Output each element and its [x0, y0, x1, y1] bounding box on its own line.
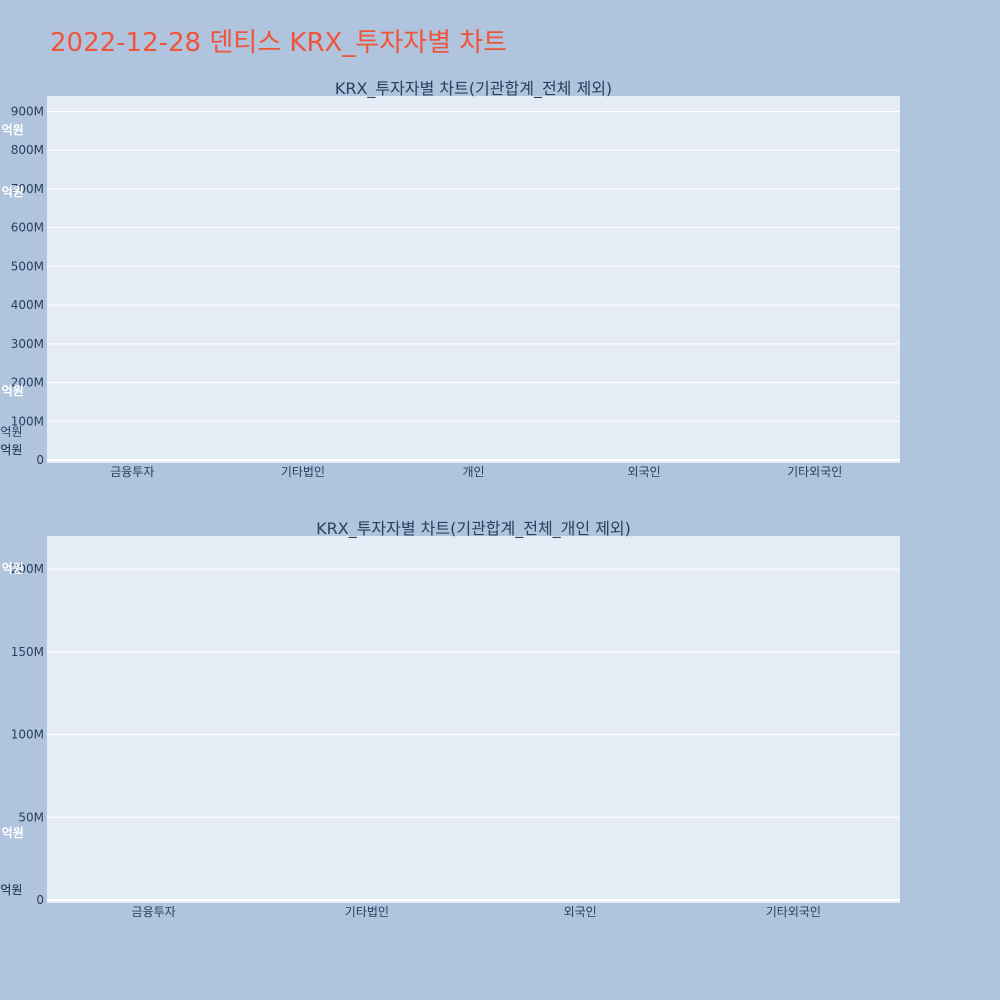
chart2-y-tick-label: 100M	[11, 728, 44, 742]
chart1-category-label: 기타외국인	[787, 465, 842, 479]
chart2-y-tick-label: 50M	[18, 810, 44, 824]
chart1-y-tick-label: 800M	[11, 143, 44, 157]
chart1-category-label: 금융투자	[110, 465, 154, 479]
chart1-y-tick-label: 300M	[11, 337, 44, 351]
chart1-data-label: 2.1 억원	[0, 384, 24, 398]
chart1-y-tick-label: 100M	[11, 414, 44, 428]
chart2-category-label: 기타외국인	[766, 905, 821, 919]
chart2-category-label: 외국인	[564, 905, 597, 919]
chart1-data-label: 0.5 억원	[0, 425, 22, 439]
chart1-data-label: 7.2 억원	[0, 185, 24, 199]
chart1-data-label: 0.0 억원	[0, 443, 22, 457]
chart2-category-label: 기타법인	[345, 905, 389, 919]
chart1-y-tick-label: 400M	[11, 298, 44, 312]
chart2-y-tick-label: 200M	[11, 562, 44, 576]
chart1-data-label: 0.0 억원	[0, 443, 22, 457]
chart2-category-label: 금융투자	[132, 905, 176, 919]
chart1-category-label: 개인	[462, 465, 484, 479]
chart1-y-tick-label: 200M	[11, 376, 44, 390]
chart1-category-label: 외국인	[628, 465, 661, 479]
chart1-y-tick-label: 500M	[11, 259, 44, 273]
chart1-plot-area	[47, 96, 900, 463]
chart2-data-label: 0.0 억원	[0, 883, 22, 897]
page-title: 2022-12-28 덴티스 KRX_투자자별 차트	[50, 28, 508, 58]
chart1-data-label: 0.0 억원	[0, 443, 22, 457]
chart1-y-tick-label: 700M	[11, 182, 44, 196]
chart1-category-label: 기타법인	[281, 465, 325, 479]
chart1-title: KRX_투자자별 차트(기관합계_전체 제외)	[335, 79, 612, 99]
chart2-title: KRX_투자자별 차트(기관합계_전체_개인 제외)	[316, 519, 631, 539]
chart1-y-tick-label: 0	[36, 453, 44, 467]
chart2-data-label: 0.5 억원	[0, 826, 24, 840]
chart2-data-label: 0.0 억원	[0, 883, 22, 897]
chart2-y-tick-label: 0	[36, 893, 44, 907]
chart1-data-label: 8.8 억원	[0, 123, 24, 137]
chart2-data-label: 2.1 억원	[0, 562, 24, 576]
chart1-data-label: 0.0 억원	[0, 443, 22, 457]
chart2-data-label: 0.0 억원	[0, 883, 22, 897]
chart2-plot-area	[47, 536, 900, 903]
chart1-y-tick-label: 600M	[11, 221, 44, 235]
chart1-y-tick-label: 900M	[11, 104, 44, 118]
chart2-data-label: 0.0 억원	[0, 883, 22, 897]
chart2-y-tick-label: 150M	[11, 645, 44, 659]
